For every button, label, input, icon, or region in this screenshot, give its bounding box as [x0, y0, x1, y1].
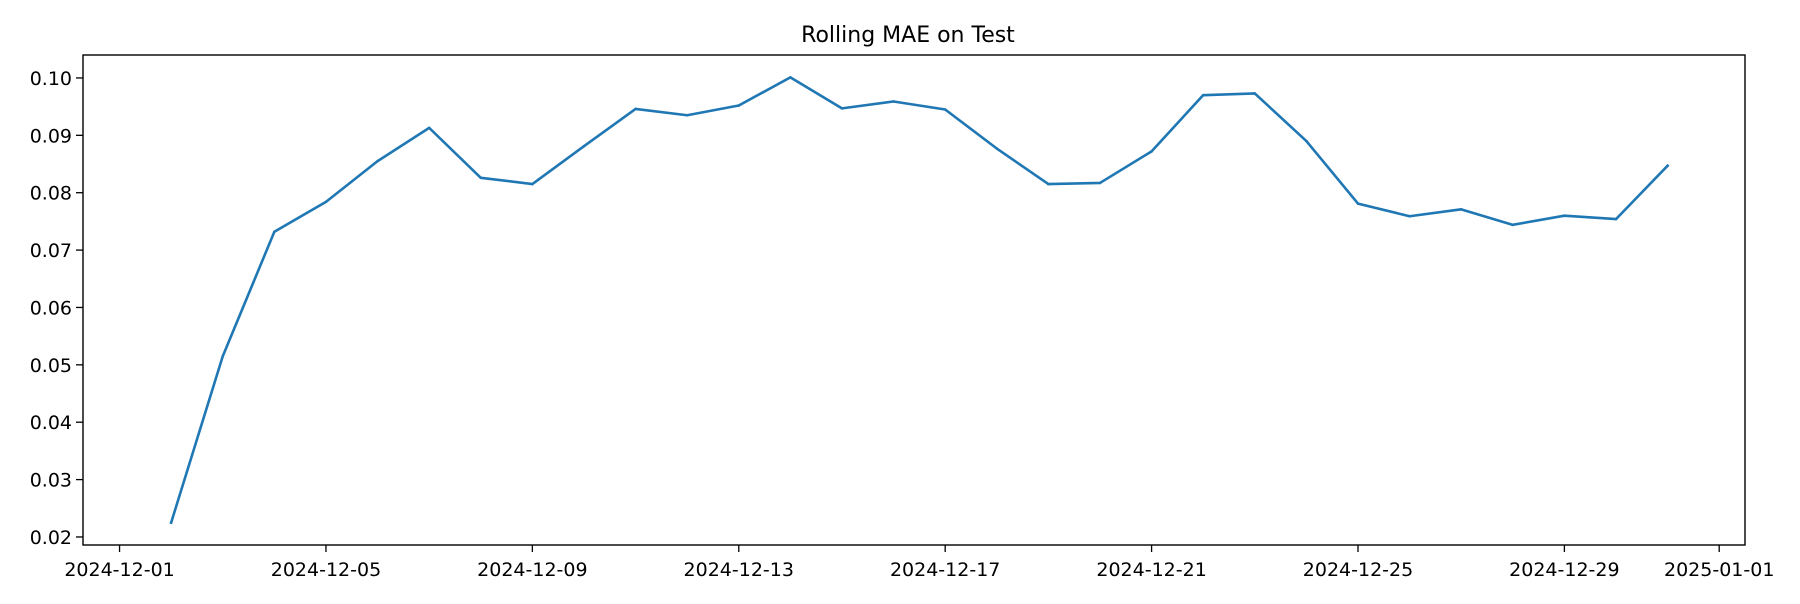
x-tick-label: 2024-12-29 [1509, 559, 1619, 581]
data-point [427, 126, 431, 130]
data-point [582, 144, 586, 148]
data-point [789, 76, 792, 79]
y-tick-label: 0.03 [30, 470, 72, 492]
y-tick-label: 0.09 [30, 125, 72, 147]
data-point [1408, 214, 1411, 218]
data-point [1356, 202, 1360, 205]
y-tick-label: 0.02 [30, 527, 72, 549]
data-point [892, 100, 895, 103]
x-tick-label: 2024-12-17 [890, 559, 1000, 581]
data-point [1098, 181, 1102, 185]
series-line [169, 76, 1670, 525]
data-point [634, 107, 637, 111]
y-tick-label: 0.04 [30, 412, 72, 434]
chart-title: Rolling MAE on Test [801, 23, 1015, 48]
data-point [531, 182, 534, 186]
x-tick-label: 2024-12-21 [1096, 559, 1206, 581]
data-point [169, 521, 173, 524]
data-point [840, 107, 844, 110]
y-tick-label: 0.05 [30, 355, 72, 377]
data-point [1666, 164, 1669, 168]
data-point [1150, 150, 1153, 153]
data-point [1201, 93, 1205, 97]
data-point [1563, 214, 1566, 217]
data-point [1511, 223, 1515, 227]
data-point [376, 159, 379, 163]
data-point [995, 147, 999, 150]
data-point [685, 113, 689, 117]
plot-frame [82, 54, 1746, 546]
data-point [1459, 208, 1463, 211]
data-point [324, 200, 328, 204]
data-point [1614, 217, 1618, 221]
data-point [221, 354, 225, 358]
x-tick-label: 2024-12-13 [684, 559, 794, 581]
data-point [1047, 182, 1050, 186]
data-point [943, 108, 947, 111]
y-tick-label: 0.10 [30, 68, 72, 90]
data-point [737, 104, 741, 107]
x-tick-label: 2024-12-01 [64, 559, 174, 581]
x-tick-label: 2025-01-01 [1664, 559, 1774, 581]
x-tick-label: 2024-12-05 [271, 559, 381, 581]
x-tick-label: 2024-12-09 [477, 559, 587, 581]
data-point [1253, 92, 1257, 95]
y-tick-label: 0.06 [30, 297, 72, 319]
data-point [1305, 139, 1308, 143]
data-point [479, 176, 483, 180]
y-tick-label: 0.08 [30, 183, 72, 205]
x-tick-label: 2024-12-25 [1303, 559, 1413, 581]
data-point [273, 230, 276, 234]
y-tick-label: 0.07 [30, 240, 72, 262]
